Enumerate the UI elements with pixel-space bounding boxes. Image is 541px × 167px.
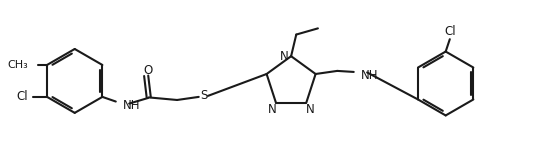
Text: CH₃: CH₃ bbox=[8, 60, 29, 70]
Text: O: O bbox=[143, 64, 153, 77]
Text: Cl: Cl bbox=[16, 90, 28, 103]
Text: Cl: Cl bbox=[444, 26, 456, 38]
Text: N: N bbox=[280, 50, 289, 63]
Text: N: N bbox=[306, 103, 314, 116]
Text: N: N bbox=[268, 103, 277, 116]
Text: NH: NH bbox=[122, 99, 140, 112]
Text: NH: NH bbox=[361, 68, 379, 81]
Text: S: S bbox=[201, 89, 208, 102]
